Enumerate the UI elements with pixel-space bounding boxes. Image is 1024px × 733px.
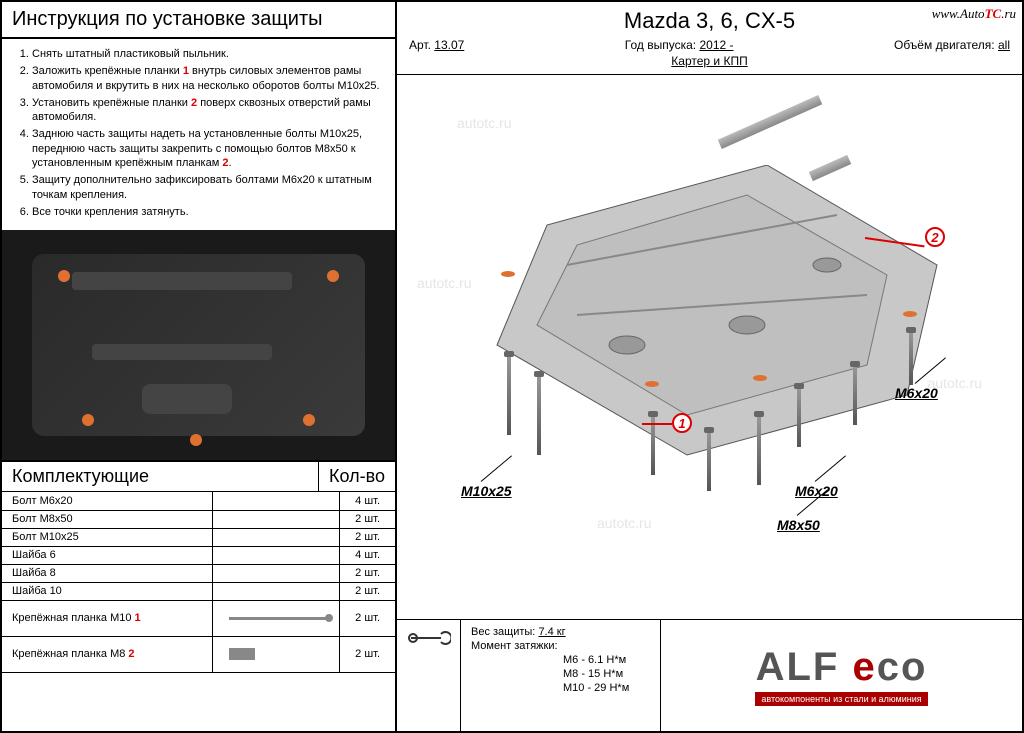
watermark: autotc.ru [457, 115, 511, 131]
torque-row: М8 - 15 Н*м [563, 668, 650, 680]
brand-logo: ALF eco автокомпоненты из стали и алюмин… [661, 620, 1022, 731]
table-row: Болт М8х502 шт. [2, 510, 395, 528]
logo-subtitle: автокомпоненты из стали и алюминия [755, 692, 927, 706]
bolt-icon [707, 431, 711, 491]
instruction-step: Защиту дополнительно зафиксировать болта… [32, 173, 383, 202]
bolt-label: М10х25 [461, 483, 512, 499]
bolt-icon [797, 387, 801, 447]
torque-row: М6 - 6.1 Н*м [563, 654, 650, 666]
engine-label: Объём двигателя: all [894, 38, 1010, 52]
diagram: autotc.ru autotc.ru autotc.ru autotc.ru … [397, 75, 1022, 555]
bolt-label: М8х50 [777, 517, 820, 533]
weight-row: Вес защиты: 7.4 кг [471, 626, 650, 638]
protection-type: Картер и КПП [409, 54, 1010, 68]
bolt-icon [909, 331, 913, 385]
table-row: Шайба 64 шт. [2, 546, 395, 564]
bolt-label: М6х20 [795, 483, 838, 499]
footer: Вес защиты: 7.4 кг Момент затяжки: М6 - … [397, 619, 1022, 731]
bolt-icon [853, 365, 857, 425]
left-column: Инструкция по установке защиты Снять шта… [2, 2, 397, 731]
instruction-step: Заложить крепёжные планки 1 внутрь силов… [32, 64, 383, 93]
washer-icon [753, 375, 767, 381]
torque-label: Момент затяжки: [471, 640, 650, 652]
bolt-icon [537, 375, 541, 455]
table-row: Шайба 102 шт. [2, 582, 395, 600]
bracket-icon [718, 95, 823, 149]
watermark: autotc.ru [417, 275, 471, 291]
instruction-step: Все точки крепления затянуть. [32, 205, 383, 219]
art-label: Арт. 13.07 [409, 38, 464, 52]
kit-header-left: Комплектующие [2, 462, 319, 491]
instruction-step: Заднюю часть защиты надеть на установлен… [32, 127, 383, 170]
kit-header: Комплектующие Кол-во [2, 460, 395, 492]
site-logo: www.AutoTC.ru [932, 6, 1016, 22]
bolt-icon [507, 355, 511, 435]
table-row: Крепёжная планка М10 12 шт. [2, 600, 395, 636]
instructions-title: Инструкция по установке защиты [2, 2, 395, 39]
logo-text: ALF eco [756, 645, 928, 690]
callout-1: 1 [672, 413, 692, 433]
washer-icon [903, 311, 917, 317]
table-row: Болт М6х204 шт. [2, 492, 395, 510]
watermark: autotc.ru [597, 515, 651, 531]
table-row: Крепёжная планка М8 22 шт. [2, 636, 395, 672]
bolt-icon [757, 415, 761, 485]
vehicle-title: Mazda 3, 6, CX-5 [409, 8, 1010, 34]
right-column: www.AutoTC.ru Mazda 3, 6, CX-5 Арт. 13.0… [397, 2, 1022, 731]
table-row: Болт М10х252 шт. [2, 528, 395, 546]
washer-icon [645, 381, 659, 387]
wrench-icon [397, 620, 461, 731]
washer-icon [501, 271, 515, 277]
skid-plate-icon [487, 165, 947, 465]
table-row: Шайба 82 шт. [2, 564, 395, 582]
year-label: Год выпуска: 2012 - [625, 38, 734, 52]
callout-2: 2 [925, 227, 945, 247]
installed-photo [2, 230, 395, 460]
kit-table: Болт М6х204 шт.Болт М8х502 шт.Болт М10х2… [2, 492, 395, 673]
specs: Вес защиты: 7.4 кг Момент затяжки: М6 - … [461, 620, 661, 731]
bolt-label: М6х20 [895, 385, 938, 401]
instruction-step: Установить крепёжные планки 2 поверх скв… [32, 96, 383, 125]
kit-header-right: Кол-во [319, 462, 395, 491]
drawing-header: Mazda 3, 6, CX-5 Арт. 13.07 Год выпуска:… [397, 2, 1022, 75]
page: Инструкция по установке защиты Снять шта… [0, 0, 1024, 733]
instructions-body: Снять штатный пластиковый пыльник. Заложи… [2, 39, 395, 230]
instruction-step: Снять штатный пластиковый пыльник. [32, 47, 383, 61]
torque-row: М10 - 29 Н*м [563, 682, 650, 694]
